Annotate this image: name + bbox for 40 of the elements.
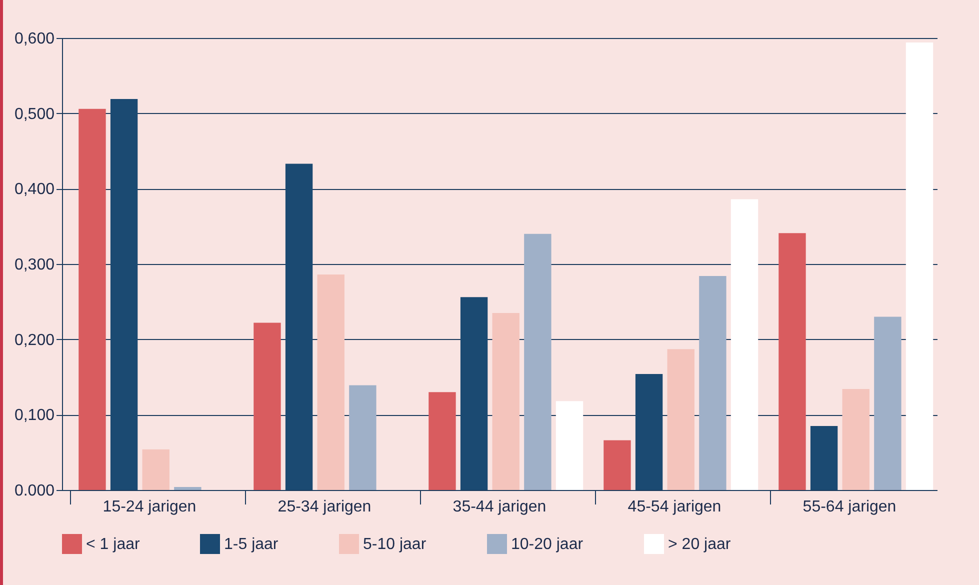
y-tick-label: 0,500	[14, 106, 55, 123]
bar	[428, 392, 456, 490]
bar	[110, 99, 138, 490]
bar	[730, 199, 758, 490]
bar	[317, 274, 344, 490]
legend-label: 1-5 jaar	[224, 536, 279, 553]
bar	[524, 234, 552, 490]
x-tick-label: 45-54 jarigen	[628, 498, 722, 516]
bar	[556, 401, 584, 490]
bar	[604, 440, 631, 490]
y-tick-label: 0,200	[14, 332, 55, 349]
y-tick-label: 0,100	[14, 407, 55, 424]
bar	[254, 322, 281, 490]
bar	[699, 276, 726, 490]
x-tick-label: 35-44 jarigen	[452, 498, 546, 516]
x-tick-label: 25-34 jarigen	[278, 498, 372, 516]
bar	[492, 312, 520, 490]
y-tick-label: 0,600	[14, 30, 55, 48]
bar	[810, 426, 838, 490]
bar	[349, 385, 376, 490]
bar	[460, 297, 488, 490]
bar	[667, 349, 694, 490]
y-tick-label: 0,400	[14, 181, 55, 198]
bar	[285, 164, 313, 490]
bar	[635, 374, 663, 490]
legend-label: 10-20 jaar	[511, 536, 584, 553]
bar	[874, 316, 902, 490]
bar	[842, 389, 870, 490]
y-tick-label: 0.000	[14, 482, 55, 500]
bar	[174, 486, 202, 490]
bar	[78, 108, 106, 490]
legend-label: 5-10 jaar	[363, 536, 427, 553]
x-tick-label: 55-64 jarigen	[802, 498, 896, 516]
x-tick-label: 15-24 jarigen	[102, 498, 196, 516]
y-tick-label: 0,300	[14, 256, 55, 274]
legend-label: < 1 jaar	[86, 536, 140, 553]
bar	[906, 42, 934, 490]
bar	[142, 449, 170, 490]
bar	[778, 233, 806, 490]
legend-label: > 20 jaar	[668, 536, 732, 553]
